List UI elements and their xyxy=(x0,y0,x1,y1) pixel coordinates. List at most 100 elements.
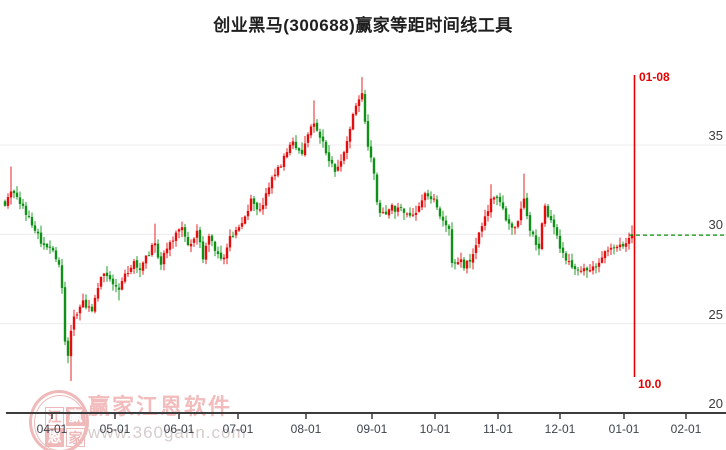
candle-body xyxy=(78,306,82,314)
candle-body xyxy=(405,213,409,215)
candle-body xyxy=(573,266,577,270)
candle-body xyxy=(591,266,595,271)
x-axis-label: 11-01 xyxy=(483,422,513,436)
candle-body xyxy=(138,268,142,271)
candle-body xyxy=(393,206,397,212)
candle-body xyxy=(609,247,613,250)
candle-body xyxy=(69,330,73,357)
candle-body xyxy=(546,206,550,217)
candle-body xyxy=(630,234,634,239)
candle-body xyxy=(30,217,34,226)
candle-body xyxy=(540,223,544,249)
x-axis-label: 12-01 xyxy=(544,422,576,436)
candle-body xyxy=(303,143,307,156)
candle-body xyxy=(357,99,361,107)
x-axis-label: 08-01 xyxy=(290,422,322,436)
candle-body xyxy=(261,205,265,210)
candle-body xyxy=(276,166,280,176)
candle-body xyxy=(177,229,181,232)
candle-body xyxy=(489,198,493,213)
candle-body xyxy=(468,259,472,262)
candle-body xyxy=(279,166,283,168)
candle-body xyxy=(510,223,514,228)
candle-body xyxy=(366,121,370,147)
timeline-tool-lines[interactable] xyxy=(629,75,726,377)
candle-body xyxy=(90,306,94,312)
candle-body xyxy=(480,226,484,232)
candle-body xyxy=(474,245,478,254)
candle-body xyxy=(426,193,430,197)
candle-body xyxy=(168,242,172,250)
candle-body xyxy=(108,275,112,280)
candle-body xyxy=(576,269,580,271)
candle-body xyxy=(36,231,40,234)
candle-body xyxy=(618,244,622,248)
candle-body xyxy=(129,267,133,272)
candle-body xyxy=(114,285,118,287)
candle-body xyxy=(285,152,289,158)
x-axis-label: 01-01 xyxy=(608,422,640,436)
timeline-date-label: 01-08 xyxy=(639,70,670,84)
candle-body xyxy=(567,261,571,263)
candle-body xyxy=(345,141,349,153)
candle-body xyxy=(477,232,481,244)
candle-body xyxy=(183,227,187,237)
candle-body xyxy=(525,197,529,217)
candle-body xyxy=(165,248,169,254)
candle-body xyxy=(462,259,466,269)
candle-body xyxy=(267,187,271,195)
candle-body xyxy=(465,260,469,269)
candle-body xyxy=(141,262,145,271)
candle-body xyxy=(273,174,277,177)
candle-body xyxy=(486,211,490,216)
candle-body xyxy=(111,278,115,285)
candle-body xyxy=(336,166,340,171)
candle-body xyxy=(339,161,343,167)
candle-body xyxy=(390,204,394,211)
candle-body xyxy=(537,243,541,249)
candle-body xyxy=(597,262,601,267)
candle-body xyxy=(507,219,511,224)
candle-body xyxy=(192,238,196,243)
x-axis-label: 02-01 xyxy=(670,422,702,436)
candle-body xyxy=(315,122,319,131)
candle-body xyxy=(147,255,151,257)
candle-body xyxy=(99,277,103,287)
y-axis-label: 35 xyxy=(708,128,723,143)
candle-body xyxy=(495,196,499,199)
candle-body xyxy=(387,209,391,216)
candle-body xyxy=(48,246,52,248)
candle-body xyxy=(264,193,268,206)
candle-body xyxy=(228,236,232,248)
candle-body xyxy=(555,227,559,236)
candle-body xyxy=(330,159,334,164)
candle-body xyxy=(447,225,451,229)
chart-title: 创业黑马(300688)赢家等距时间线工具 xyxy=(213,16,513,35)
candle-body xyxy=(501,202,505,209)
candle-body xyxy=(3,201,7,206)
candle-body xyxy=(564,253,568,261)
candle-body xyxy=(300,149,304,154)
candle-body xyxy=(417,206,421,212)
candle-body xyxy=(207,236,211,245)
candle-body xyxy=(612,247,616,249)
candle-body xyxy=(150,244,154,256)
candle-body xyxy=(42,243,46,246)
candle-body xyxy=(606,250,610,252)
candle-body xyxy=(270,177,274,189)
candle-body xyxy=(453,262,457,264)
candle-body xyxy=(216,251,220,254)
y-axis-label: 25 xyxy=(708,306,723,322)
candle-body xyxy=(420,200,424,208)
candle-body xyxy=(585,267,589,271)
candle-body xyxy=(291,141,295,146)
candle-body xyxy=(87,306,91,308)
candle-body xyxy=(156,243,160,258)
candle-body xyxy=(360,93,364,100)
candle-body xyxy=(579,270,583,272)
candle-body xyxy=(321,136,325,142)
x-axis-label: 05-01 xyxy=(99,422,131,436)
candle-body xyxy=(39,232,43,244)
candle-body xyxy=(66,340,70,356)
